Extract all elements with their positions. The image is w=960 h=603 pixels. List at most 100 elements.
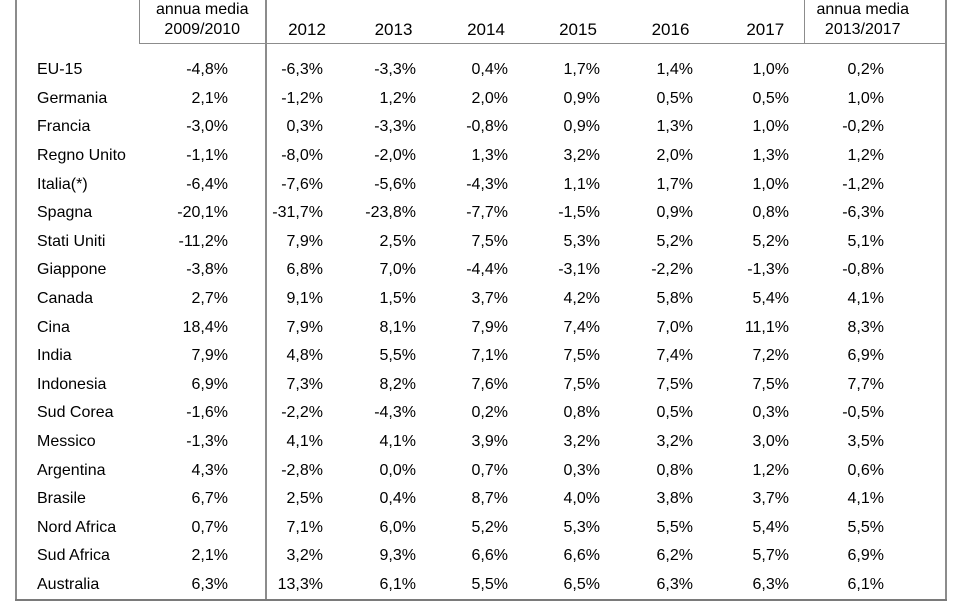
table-row: Germania 2,1% -1,2% 1,2% 2,0% 0,9% 0,5% … [15,84,947,114]
cell-avg-2009-2010: 2,1% [191,89,228,107]
cell-2014: 7,6% [471,375,508,393]
cell-avg-2009-2010: 2,1% [191,547,228,565]
cell-2015: 0,8% [563,404,600,422]
cell-2015: 6,5% [532,570,624,602]
header-spacer-row [15,43,947,56]
cell-2016: 1,7% [656,175,693,193]
cell-2012: -6,3% [265,56,347,85]
cell-avg-2013-2017: 6,9% [804,542,947,571]
cell-2015: 5,3% [563,232,600,250]
table-row: India 7,9% 4,8% 5,5% 7,1% 7,5% 7,4% 7,2%… [15,341,947,371]
growth-rates-table: annua media 2009/2010 2012 2013 2014 201… [15,0,947,602]
row-label: Stati Uniti [15,227,139,257]
cell-avg-2009-2010: 6,3% [139,570,266,602]
cell-2012: 4,8% [265,341,347,371]
cell-2013: 5,5% [379,347,416,365]
cell-2016: 7,5% [656,375,693,393]
cell-2012: 2,5% [265,484,347,514]
cell-avg-2013-2017: 7,7% [804,370,947,400]
cell-avg-2013-2017: 4,1% [804,484,947,514]
cell-2016: 7,0% [656,318,693,336]
cell-2014: 5,2% [471,518,508,536]
cell-2017: 1,0% [752,118,789,136]
cell-2013: -2,0% [374,147,416,165]
cell-avg-2009-2010: -11,2% [178,232,228,250]
header-year-2016: 2016 [624,0,717,44]
cell-2016: 0,5% [656,404,693,422]
cell-2017: 5,4% [752,518,789,536]
table-row: Nord Africa 0,7% 7,1% 6,0% 5,2% 5,3% 5,5… [15,513,947,543]
cell-2015: 4,0% [563,490,600,508]
cell-2013: -3,3% [374,118,416,136]
cell-avg-2009-2010: -20,1% [177,204,228,222]
cell-2017: 5,2% [752,232,789,250]
cell-2015: 3,2% [563,433,600,451]
cell-avg-2013-2017: -6,3% [804,198,947,228]
cell-2017: 0,3% [752,404,789,422]
cell-2017: 7,5% [752,375,789,393]
cell-2014: 2,0% [471,89,508,107]
row-label: Regno Unito [15,141,139,171]
table-row: Messico -1,3% 4,1% 4,1% 3,9% 3,2% 3,2% 3… [15,427,947,457]
cell-2012: 0,3% [265,113,347,142]
cell-2014: 7,1% [471,347,508,365]
table-body: EU-15 -4,8% -6,3% -3,3% 0,4% 1,7% 1,4% 1… [15,43,947,602]
table-header-row: annua media 2009/2010 2012 2013 2014 201… [15,0,947,44]
table-row: Canada 2,7% 9,1% 1,5% 3,7% 4,2% 5,8% 5,4… [15,284,947,314]
cell-2017: 3,7% [752,490,789,508]
cell-2012: -2,8% [265,456,347,485]
cell-avg-2009-2010: -6,4% [186,175,228,193]
cell-2016: 3,2% [656,433,693,451]
cell-avg-2013-2017: 4,1% [804,284,947,314]
cell-2014: 1,3% [471,147,508,165]
row-label: Nord Africa [15,513,139,543]
cell-2017: 1,3% [752,147,789,165]
row-label: Cina [15,313,139,342]
header-year-2014: 2014 [440,0,532,44]
cell-2017: 3,0% [752,433,789,451]
cell-2017: 5,4% [752,290,789,308]
cell-2014: 5,5% [440,570,532,602]
cell-2012: 7,1% [265,513,347,543]
cell-avg-2009-2010: 4,3% [191,461,228,479]
row-label: EU-15 [15,56,139,85]
cell-2015: -1,5% [558,204,600,222]
cell-2016: 5,5% [656,518,693,536]
cell-2013: -23,8% [365,204,416,222]
row-label: Sud Corea [15,399,139,428]
cell-2015: -3,1% [558,261,600,279]
table-row: Regno Unito -1,1% -8,0% -2,0% 1,3% 3,2% … [15,141,947,171]
row-label: Indonesia [15,370,139,400]
cell-2016: 6,2% [656,547,693,565]
row-label: Brasile [15,484,139,514]
cell-avg-2009-2010: -1,6% [186,404,228,422]
cell-2012: 7,3% [265,370,347,400]
cell-2014: 0,2% [471,404,508,422]
row-label: Sud Africa [15,542,139,571]
row-label: Germania [15,84,139,114]
cell-2012: -31,7% [265,198,347,228]
table-row: EU-15 -4,8% -6,3% -3,3% 0,4% 1,7% 1,4% 1… [15,56,947,85]
table-row: Stati Uniti -11,2% 7,9% 2,5% 7,5% 5,3% 5… [15,227,947,257]
cell-2013: -5,6% [374,175,416,193]
cell-2014: 0,4% [471,61,508,79]
cell-2017: 5,7% [752,547,789,565]
cell-2015: 1,7% [563,61,600,79]
cell-2017: 1,2% [752,461,789,479]
cell-2014: -7,7% [466,204,508,222]
table-row: Australia 6,3% 13,3% 6,1% 5,5% 6,5% 6,3%… [15,570,947,602]
table-row: Cina 18,4% 7,9% 8,1% 7,9% 7,4% 7,0% 11,1… [15,313,947,342]
cell-2013: -3,3% [374,61,416,79]
cell-2012: 13,3% [265,570,347,602]
row-label: Messico [15,427,139,457]
table-row: Spagna -20,1% -31,7% -23,8% -7,7% -1,5% … [15,198,947,228]
table-row: Giappone -3,8% 6,8% 7,0% -4,4% -3,1% -2,… [15,256,947,285]
cell-2016: 1,4% [656,61,693,79]
cell-avg-2013-2017: -0,8% [804,256,947,285]
cell-avg-2013-2017: 0,6% [804,456,947,485]
cell-2016: -2,2% [651,261,693,279]
cell-2016: 5,2% [656,232,693,250]
cell-2012: -7,6% [265,170,347,199]
cell-2014: 3,9% [471,433,508,451]
header-year-2013: 2013 [347,0,440,44]
